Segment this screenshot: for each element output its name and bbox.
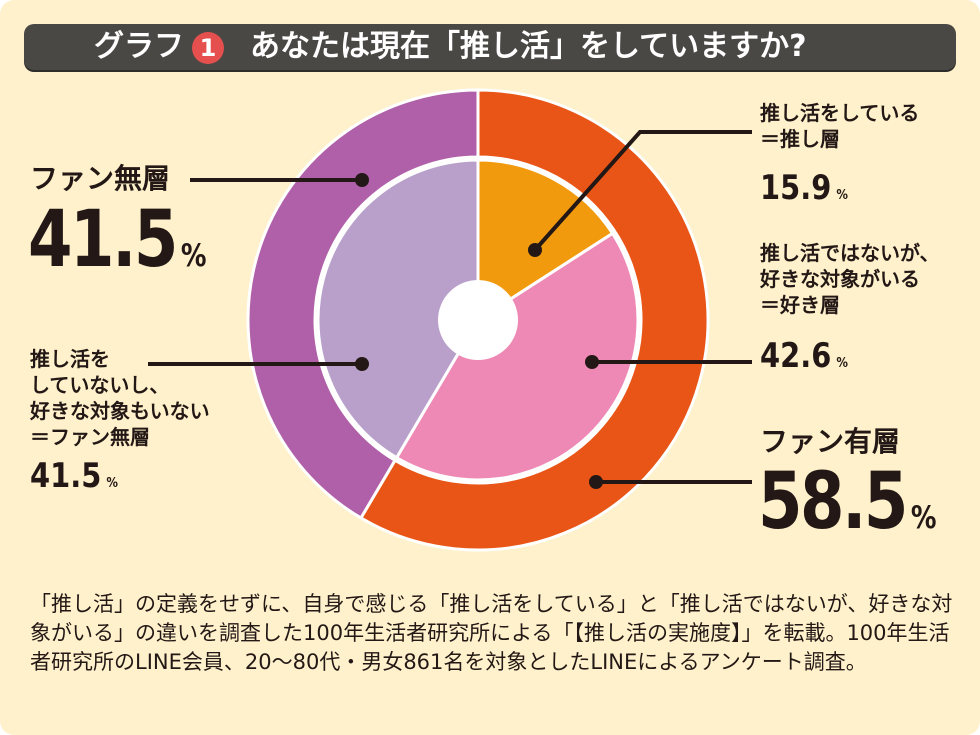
leader-dot-3 bbox=[589, 475, 603, 489]
label-fan-yes-value: 58.5% bbox=[758, 457, 937, 547]
leader-dot-4 bbox=[355, 357, 369, 371]
label-oshi-value: 15.9% bbox=[760, 168, 848, 208]
inner-segment-2 bbox=[316, 158, 480, 460]
label-fan-none-title: ファン無層 bbox=[30, 162, 171, 195]
leader-line-1 bbox=[533, 130, 752, 252]
chart-title: あなたは現在「推し活」をしていますか? bbox=[250, 29, 807, 64]
title-bar: グラフ 1 あなたは現在「推し活」をしていますか? bbox=[24, 24, 956, 70]
label-none: 推し活を していないし、 好きな対象もいない ＝ファン無層 bbox=[30, 347, 210, 449]
leader-dot-1 bbox=[528, 243, 542, 257]
inner-segment-1 bbox=[394, 231, 640, 482]
title-number-badge: 1 bbox=[192, 32, 224, 64]
leader-dot-0 bbox=[355, 173, 369, 187]
outer-segment-1 bbox=[246, 88, 480, 521]
outer-segment-0 bbox=[358, 88, 710, 552]
title-label: グラフ bbox=[94, 29, 184, 64]
label-fan-yes-title: ファン有層 bbox=[760, 425, 901, 458]
footnote: 「推し活」の定義をせずに、自身で感じる「推し活をしている」と「推し活ではないが、… bbox=[30, 592, 953, 674]
label-fan-none-value: 41.5% bbox=[28, 195, 207, 285]
label-oshi: 推し活をしている ＝推し層 bbox=[760, 101, 920, 151]
label-suki-value: 42.6% bbox=[760, 336, 848, 376]
leader-dot-2 bbox=[585, 355, 599, 369]
label-suki: 推し活ではないが、 好きな対象がいる ＝好き層 bbox=[760, 241, 940, 317]
center-hole bbox=[438, 280, 518, 360]
label-none-value: 41.5% bbox=[30, 456, 118, 496]
